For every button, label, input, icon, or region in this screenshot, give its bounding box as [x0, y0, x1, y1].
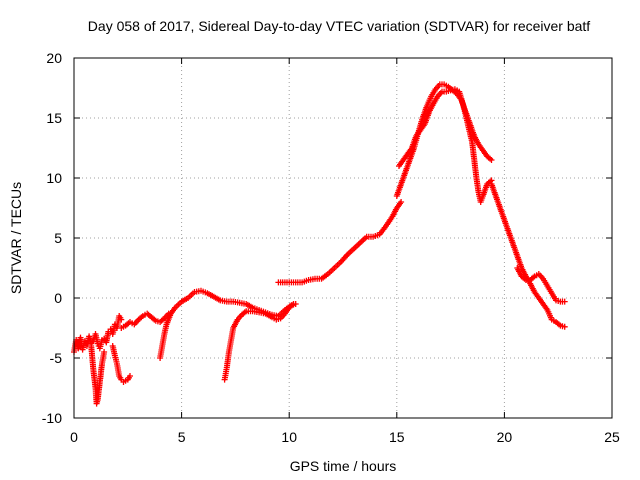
series-descent-b — [514, 265, 568, 305]
y-tick-label: -5 — [50, 350, 63, 366]
data-point-marker — [127, 373, 133, 379]
data-point-marker — [561, 298, 568, 305]
y-tick-label: 20 — [46, 50, 62, 66]
x-tick-label: 20 — [497, 429, 513, 445]
series-segment-2h-4h — [118, 310, 172, 331]
data-point-marker — [561, 323, 568, 330]
series-descent-a — [488, 181, 568, 330]
x-tick-label: 10 — [281, 429, 297, 445]
series-dip-2h — [109, 343, 133, 385]
series-early-cluster — [71, 313, 125, 355]
series-segment-7h-10h — [221, 301, 297, 383]
x-tick-label: 0 — [70, 429, 78, 445]
y-tick-label: 15 — [46, 110, 62, 126]
y-tick-label: 10 — [46, 170, 62, 186]
data-point-marker — [290, 301, 297, 307]
data-point-marker — [398, 199, 405, 205]
data-point-marker — [488, 157, 495, 163]
y-axis-title: SDTVAR / TECUs — [8, 182, 24, 294]
plot-frame — [73, 57, 613, 419]
series-dip-1h — [88, 343, 108, 407]
tick-layer: 0 5 10 15 20 25 -10 -5 0 5 10 15 20 — [42, 50, 620, 445]
data-point-marker — [118, 316, 125, 323]
series-lower-branch — [396, 86, 495, 205]
chart-title: Day 058 of 2017, Sidereal Day-to-day VTE… — [88, 18, 591, 34]
y-tick-label: 5 — [54, 230, 62, 246]
grid-layer — [74, 58, 612, 418]
series-segment-9h-15h — [275, 199, 405, 286]
y-tick-label: -10 — [42, 410, 62, 426]
data-point-marker — [101, 349, 108, 355]
y-tick-label: 0 — [54, 290, 62, 306]
x-tick-label: 25 — [604, 429, 620, 445]
points-layer — [71, 81, 568, 407]
x-tick-label: 5 — [178, 429, 186, 445]
x-tick-label: 15 — [389, 429, 405, 445]
x-axis-title: GPS time / hours — [290, 458, 397, 474]
